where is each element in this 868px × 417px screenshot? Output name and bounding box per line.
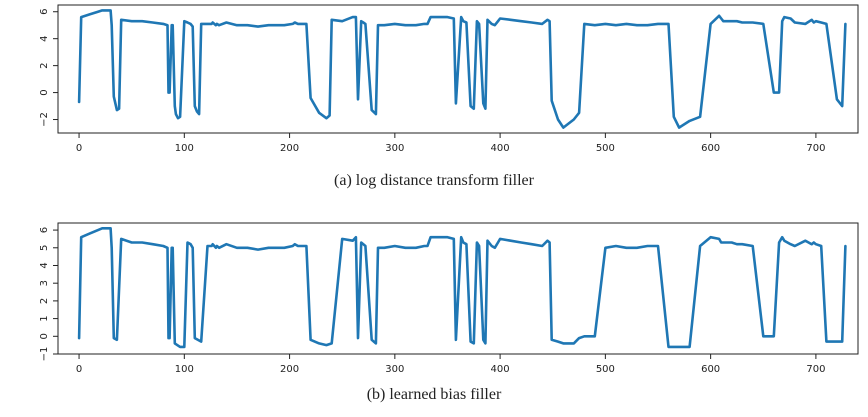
chart-a-x-tick-label: 600 (701, 143, 720, 154)
chart-b-y-tick-label: 5 (39, 245, 50, 251)
chart-a-x-tick-label: 700 (806, 143, 825, 154)
chart-a-y-tick-label: 0 (39, 89, 50, 95)
chart-b-y-tick-label: 0 (39, 333, 50, 339)
chart-b-x-tick-label: 700 (806, 364, 825, 375)
chart-a-x-tick-label: 0 (76, 143, 82, 154)
chart-b-y-tick-label: 1 (39, 315, 50, 321)
chart-b-series-line (77, 227, 847, 349)
chart-b-x-tick-label: 100 (175, 364, 194, 375)
caption-b: (b) learned bias filler (366, 386, 502, 403)
chart-a: 0 100 200 300 400 500 600 700 −2 0 2 4 6 (39, 4, 859, 154)
chart-a-y-tick-label: 6 (39, 9, 50, 15)
chart-a-y-tick-label: −2 (39, 112, 50, 127)
chart-a-x-tick-label: 400 (491, 143, 510, 154)
chart-b-x-tick-label: 0 (76, 364, 82, 375)
chart-b-y-tick-label: −1 (39, 347, 50, 362)
chart-a-x-tick-label: 100 (175, 143, 194, 154)
chart-b-y-tick-label: 6 (39, 227, 50, 233)
chart-b-y-tick-label: 4 (39, 262, 50, 268)
chart-a-x-tick-label: 500 (596, 143, 615, 154)
chart-b: 0 100 200 300 400 500 600 700 −1 0 1 2 3 4 5 6 (39, 222, 859, 375)
chart-b-plot-frame (57, 222, 859, 355)
chart-b-x-tick-label: 200 (280, 364, 299, 375)
chart-a-plot-frame (57, 4, 859, 134)
chart-a-series-line (77, 9, 847, 129)
chart-a-y-tick-label: 4 (39, 35, 50, 41)
chart-b-x-tick-label: 400 (491, 364, 510, 375)
chart-b-x-tick-label: 300 (385, 364, 404, 375)
chart-b-x-tick-label: 500 (596, 364, 615, 375)
chart-a-x-tick-label: 200 (280, 143, 299, 154)
chart-b-y-tick-label: 2 (39, 298, 50, 304)
chart-a-x-tick-label: 300 (385, 143, 404, 154)
chart-b-x-tick-label: 600 (701, 364, 720, 375)
caption-a: (a) log distance transform filler (334, 172, 534, 189)
chart-a-y-tick-label: 2 (39, 62, 50, 68)
chart-b-y-tick-label: 3 (39, 280, 50, 286)
